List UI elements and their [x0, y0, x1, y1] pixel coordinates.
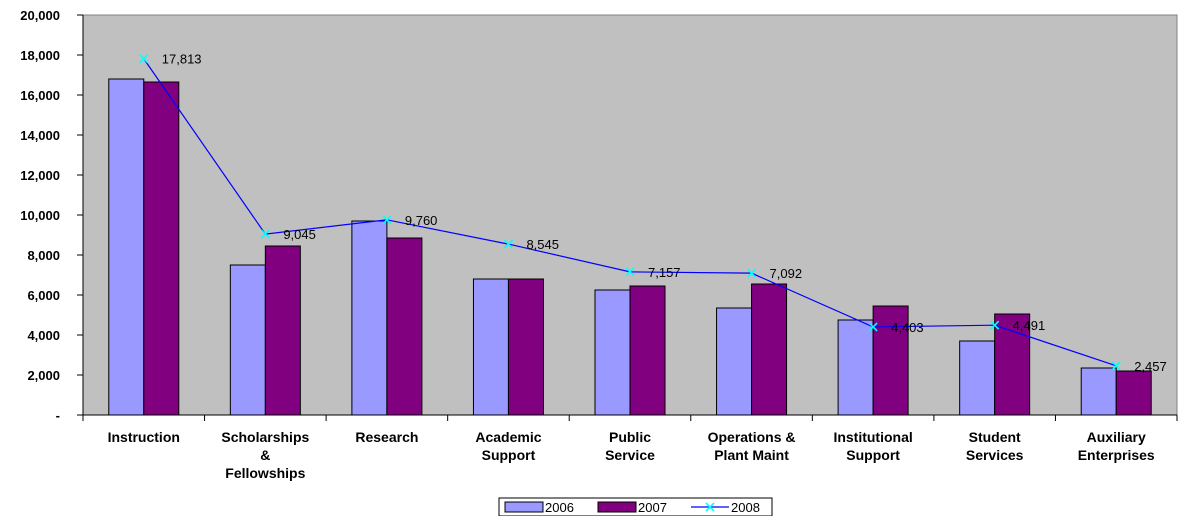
marker-stroke — [868, 322, 878, 332]
marker-stroke — [746, 268, 757, 278]
x-category-label: Academic — [475, 429, 541, 445]
x-category-label: Student — [969, 429, 1021, 445]
y-tick-label: 2,000 — [27, 368, 60, 383]
x-category-label: Public — [609, 429, 651, 445]
bar-2006 — [837, 319, 874, 416]
y-tick-label: 10,000 — [20, 208, 60, 223]
legend-label-2006: 2006 — [545, 500, 574, 515]
bar-2006 — [351, 220, 388, 416]
bars — [108, 78, 1152, 416]
x-category-label: Support — [846, 447, 900, 463]
bar-2007 — [386, 237, 423, 416]
y-tick-label: 12,000 — [20, 168, 60, 183]
marker-stroke — [382, 215, 392, 225]
bar-2007 — [1115, 370, 1152, 416]
data-label-2008: 4,491 — [1013, 318, 1046, 333]
data-label-2008: 9,760 — [405, 213, 438, 228]
x-category-label: Services — [966, 447, 1024, 463]
x-category-label: Institutional — [833, 429, 912, 445]
bar-2006 — [959, 340, 996, 416]
marker-2008 — [260, 229, 270, 239]
legend-label-2008: 2008 — [731, 500, 760, 515]
bar-2006 — [229, 264, 266, 416]
legend-swatch-2006 — [504, 501, 544, 513]
x-category-label: Research — [355, 429, 418, 445]
marker-2008 — [625, 267, 635, 277]
data-label-2008: 7,157 — [648, 265, 681, 280]
marker-stroke — [503, 239, 514, 249]
labels: 17,813 9,045 9,760 8,545 7,157 7,092 4,403 4,49… — [162, 52, 1167, 374]
x-category-label: Instruction — [108, 429, 180, 445]
bar-2007 — [629, 285, 666, 416]
bar-2006 — [108, 78, 145, 416]
bar-2007 — [143, 81, 180, 416]
bar-2007 — [751, 283, 788, 416]
marker-2008 — [990, 320, 1000, 330]
data-label-2008: 4,403 — [891, 320, 924, 335]
y-tick-label: 4,000 — [27, 328, 60, 343]
bar-2007 — [507, 278, 544, 416]
x-category-label: Plant Maint — [714, 447, 789, 463]
marker-stroke — [990, 320, 1000, 330]
x-category-label: Auxiliary — [1087, 429, 1146, 445]
legend-label-2007: 2007 — [638, 500, 667, 515]
legend-swatch-2007 — [597, 501, 637, 513]
y-tick-label: - — [56, 408, 60, 423]
legend: 2006 2007 2008 — [498, 497, 773, 516]
bar-2006 — [1080, 367, 1117, 416]
data-label-2008: 2,457 — [1134, 359, 1167, 374]
marker-stroke — [260, 229, 270, 239]
marker-2008 — [746, 268, 757, 278]
x-category-label: Scholarships — [221, 429, 309, 445]
y-tick-label: 8,000 — [27, 248, 60, 263]
x-category-label: Support — [482, 447, 536, 463]
marker-2008 — [382, 215, 392, 225]
data-label-2008: 7,092 — [770, 266, 803, 281]
x-category-label: Service — [605, 447, 655, 463]
data-label-2008: 17,813 — [162, 52, 202, 67]
bar-2007 — [264, 245, 301, 416]
bar-2006 — [472, 278, 509, 416]
y-tick-label: 6,000 — [27, 288, 60, 303]
y-tick-label: 18,000 — [20, 48, 60, 63]
marker-stroke — [139, 54, 149, 64]
bar-2006 — [594, 289, 631, 416]
bar-2007 — [872, 305, 909, 416]
x-category-label: Operations & — [708, 429, 796, 445]
y-tick-label: 14,000 — [20, 128, 60, 143]
legend-marker — [705, 502, 715, 512]
marker-2008 — [1111, 361, 1121, 371]
marker-2008 — [868, 322, 878, 332]
bar-2006 — [716, 307, 753, 416]
y-tick-label: 20,000 — [20, 8, 60, 23]
x-category-label: & — [260, 447, 270, 463]
marker-stroke — [625, 267, 635, 277]
marker-stroke — [1111, 361, 1121, 371]
marker-2008 — [503, 239, 514, 249]
marker-2008 — [139, 54, 149, 64]
data-label-2008: 8,545 — [526, 237, 559, 252]
x-category-label: Fellowships — [225, 465, 305, 481]
data-label-2008: 9,045 — [283, 227, 316, 242]
x-category-label: Enterprises — [1078, 447, 1155, 463]
line-series — [139, 54, 1121, 371]
y-tick-label: 16,000 — [20, 88, 60, 103]
